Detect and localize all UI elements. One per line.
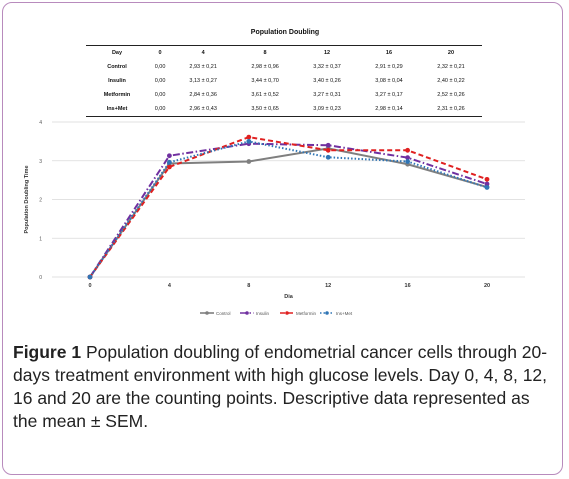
table-cell: 2,98 ± 0,14 xyxy=(375,106,403,112)
data-point-insulin xyxy=(484,181,490,187)
legend-label-metformin: Metformin xyxy=(296,311,317,316)
table-header-cell: 12 xyxy=(323,50,331,56)
table-cell: 0,00 xyxy=(154,92,166,98)
table-header-cell: 8 xyxy=(263,50,267,56)
figure-frame xyxy=(2,2,563,475)
data-point-metformin xyxy=(405,147,410,153)
data-point-control xyxy=(246,159,252,164)
table-cell: 0,00 xyxy=(154,106,166,112)
table-row-label: Metformin xyxy=(103,92,131,98)
legend-marker-insulin xyxy=(245,311,249,315)
table-cell: 3,27 ± 0,17 xyxy=(375,92,403,98)
table-header-row: Day 0 4 8 12 16 20 xyxy=(86,45,482,61)
series-line-metformin xyxy=(89,136,488,278)
figure-label: Figure 1 xyxy=(13,342,82,362)
table-cell: 3,08 ± 0,04 xyxy=(375,78,403,84)
x-tick-label: 20 xyxy=(484,283,490,289)
legend-label-insulin: Insulin xyxy=(256,311,270,316)
data-point-insulin xyxy=(325,142,331,148)
data-point-insulin xyxy=(167,153,172,159)
table-cell: 2,32 ± 0,21 xyxy=(437,64,465,70)
legend-marker-ins-met xyxy=(325,311,329,315)
figure-caption: Figure 1 Population doubling of endometr… xyxy=(13,341,553,433)
x-axis-label: Dia xyxy=(284,294,294,300)
y-tick-label: 0 xyxy=(39,275,42,281)
table-row-label: Control xyxy=(107,64,127,70)
table-row-label: Insulin xyxy=(108,78,126,84)
table-cell: 2,84 ± 0,36 xyxy=(189,92,217,98)
table-header-cell: 20 xyxy=(447,50,455,56)
y-axis-label: Population Doubling Time xyxy=(24,165,30,233)
table-header-cell: 4 xyxy=(201,50,205,56)
table-cell: 2,91 ± 0,29 xyxy=(375,64,403,70)
table-cell: 0,00 xyxy=(154,64,166,70)
table-cell: 2,96 ± 0,43 xyxy=(189,106,217,112)
data-point-metformin xyxy=(167,164,172,170)
figure-caption-text: Population doubling of endometrial cance… xyxy=(13,342,548,431)
population-doubling-table: Day 0 4 8 12 16 20 Control 0,00 2,93 ± 0… xyxy=(86,45,482,117)
x-tick-label: 0 xyxy=(88,283,91,289)
table-cell: 3,50 ± 0,65 xyxy=(251,106,279,112)
table-cell: 2,93 ± 0,21 xyxy=(189,64,217,70)
x-tick-label: 4 xyxy=(168,283,172,289)
y-tick-label: 3 xyxy=(39,159,42,165)
data-point-metformin xyxy=(325,147,331,153)
y-tick-label: 1 xyxy=(39,236,42,242)
legend-label-ins-met: Ins+Met xyxy=(336,311,353,316)
series-line-insulin xyxy=(89,142,488,278)
table-cell: 3,61 ± 0,52 xyxy=(251,92,279,98)
legend-label-control: Control xyxy=(216,311,231,316)
data-point-ins-met xyxy=(484,185,490,190)
data-point-metformin xyxy=(484,176,490,182)
data-point-ins-met xyxy=(246,138,252,144)
table-cell: 3,32 ± 0,37 xyxy=(313,64,341,70)
table-header-cell: 0 xyxy=(158,50,162,56)
table-cell: 3,44 ± 0,70 xyxy=(251,78,279,84)
table-row: Metformin 0,00 2,84 ± 0,36 3,61 ± 0,52 3… xyxy=(86,88,482,102)
table-cell: 3,40 ± 0,26 xyxy=(313,78,341,84)
table-cell: 2,31 ± 0,26 xyxy=(437,106,465,112)
data-point-ins-met xyxy=(167,159,172,165)
table-row: Insulin 0,00 3,13 ± 0,27 3,44 ± 0,70 3,4… xyxy=(86,74,482,88)
y-tick-label: 2 xyxy=(39,198,42,204)
table-row-label: Ins+Met xyxy=(106,106,128,112)
data-point-ins-met xyxy=(405,159,410,164)
table-row: Control 0,00 2,93 ± 0,21 2,98 ± 0,96 3,3… xyxy=(86,60,482,74)
series-line-ins-met xyxy=(89,140,488,278)
legend-marker-metformin xyxy=(285,311,289,315)
table-cell: 2,40 ± 0,22 xyxy=(437,78,465,84)
table-cell: 0,00 xyxy=(154,78,166,84)
table-cell: 3,27 ± 0,31 xyxy=(313,92,341,98)
table-cell: 2,52 ± 0,26 xyxy=(437,92,465,98)
x-tick-label: 8 xyxy=(247,283,250,289)
data-point-ins-met xyxy=(325,154,331,160)
table-header-cell: 16 xyxy=(385,50,393,56)
table-row: Ins+Met 0,00 2,96 ± 0,43 3,50 ± 0,65 3,0… xyxy=(86,102,482,117)
y-tick-label: 4 xyxy=(39,120,42,126)
table-cell: 3,09 ± 0,23 xyxy=(313,106,341,112)
table-cell: 2,98 ± 0,96 xyxy=(251,64,279,70)
data-point-metformin xyxy=(246,134,252,140)
data-point-insulin xyxy=(405,155,410,161)
legend-marker-control xyxy=(205,311,209,315)
x-tick-label: 16 xyxy=(405,283,411,289)
table-cell: 3,13 ± 0,27 xyxy=(189,78,217,84)
x-tick-label: 12 xyxy=(325,283,331,289)
table-title: Population Doubling xyxy=(250,29,320,36)
table-header-day: Day xyxy=(111,50,123,56)
series-line-control xyxy=(89,147,488,278)
data-point-ins-met xyxy=(87,274,93,280)
